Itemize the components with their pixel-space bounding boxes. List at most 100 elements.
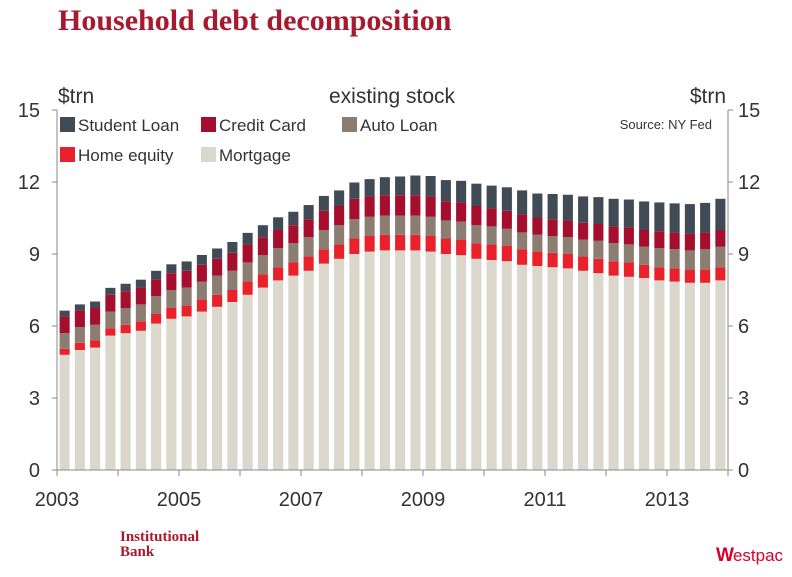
bar-mortgage-2013Q1 (669, 281, 680, 470)
bar-auto_loan-2004Q2 (135, 304, 146, 322)
bar-mortgage-2005Q4 (227, 302, 238, 470)
bar-student_loan-2004Q4 (166, 264, 177, 274)
bar-student_loan-2010Q2 (501, 187, 512, 211)
bar-student_loan-2003Q4 (105, 287, 116, 295)
bar-student_loan-2008Q2 (379, 177, 390, 196)
bar-credit_card-2004Q4 (166, 273, 177, 290)
bar-auto_loan-2007Q2 (318, 230, 329, 250)
bar-home_equity-2010Q3 (517, 249, 528, 265)
bar-mortgage-2008Q1 (364, 251, 375, 470)
bar-credit_card-2003Q2 (74, 310, 85, 328)
bar-home_equity-2003Q2 (74, 342, 85, 350)
bar-auto_loan-2010Q1 (486, 226, 497, 245)
bar-home_equity-2007Q2 (318, 249, 329, 264)
bar-credit_card-2006Q4 (288, 225, 299, 244)
bar-home_equity-2006Q3 (273, 267, 284, 281)
bar-home_equity-2005Q2 (196, 299, 207, 312)
bar-credit_card-2009Q2 (440, 201, 451, 221)
bar-credit_card-2008Q4 (410, 195, 421, 216)
bar-auto_loan-2009Q2 (440, 220, 451, 239)
bar-mortgage-2009Q3 (456, 255, 467, 470)
bar-mortgage-2004Q1 (120, 333, 131, 470)
bar-student_loan-2013Q1 (669, 203, 680, 233)
bar-mortgage-2013Q3 (700, 282, 711, 470)
bar-auto_loan-2006Q3 (273, 248, 284, 268)
bar-student_loan-2007Q3 (334, 190, 345, 206)
bar-credit_card-2012Q2 (623, 227, 634, 245)
bar-auto_loan-2008Q1 (364, 216, 375, 236)
y-axis-label-right: $trn (690, 85, 726, 108)
bar-student_loan-2005Q2 (196, 254, 207, 265)
bar-auto_loan-2013Q2 (684, 250, 695, 270)
bar-credit_card-2005Q4 (227, 252, 238, 271)
bar-student_loan-2008Q1 (364, 179, 375, 197)
bar-auto_loan-2009Q1 (425, 216, 436, 236)
bar-home_equity-2007Q4 (349, 238, 360, 254)
bar-credit_card-2010Q3 (517, 214, 528, 233)
x-tick-label: 2003 (35, 489, 80, 511)
bar-mortgage-2003Q2 (74, 350, 85, 470)
bar-credit_card-2005Q3 (212, 258, 223, 276)
bar-auto_loan-2010Q3 (517, 232, 528, 250)
bar-credit_card-2009Q3 (456, 202, 467, 222)
bar-mortgage-2012Q4 (654, 280, 665, 470)
bar-mortgage-2012Q2 (623, 276, 634, 470)
westpac-logo-text: estpac (732, 546, 784, 565)
bar-mortgage-2005Q3 (212, 306, 223, 470)
x-tick-label: 2013 (645, 489, 690, 511)
bar-student_loan-2007Q2 (318, 195, 329, 211)
source-note: Source: NY Fed (620, 117, 712, 132)
bar-credit_card-2005Q1 (181, 270, 192, 288)
bar-home_equity-2009Q3 (456, 239, 467, 256)
y-tick-label-right: 15 (738, 100, 760, 122)
bar-student_loan-2011Q1 (547, 194, 558, 220)
bar-student_loan-2011Q4 (593, 197, 604, 224)
bank-logo-line2: Bank (120, 544, 155, 560)
legend-label-mortgage: Mortgage (219, 146, 291, 165)
bar-mortgage-2006Q2 (257, 287, 268, 470)
bar-credit_card-2011Q3 (578, 222, 589, 240)
bar-auto_loan-2006Q4 (288, 243, 299, 263)
bar-mortgage-2011Q4 (593, 273, 604, 470)
bar-auto_loan-2012Q3 (639, 246, 650, 265)
bar-student_loan-2005Q4 (227, 242, 238, 253)
bar-auto_loan-2006Q2 (257, 255, 268, 275)
bar-mortgage-2005Q2 (196, 311, 207, 470)
legend-swatch-student_loan (60, 117, 75, 132)
bar-credit_card-2012Q3 (639, 230, 650, 247)
institutional-bank-logo: Institutional Bank (120, 530, 199, 560)
bar-home_equity-2008Q4 (410, 234, 421, 251)
bar-auto_loan-2004Q1 (120, 308, 131, 325)
bar-home_equity-2003Q3 (90, 340, 101, 348)
bar-home_equity-2012Q4 (654, 267, 665, 281)
bar-auto_loan-2008Q3 (395, 215, 406, 235)
bar-home_equity-2004Q4 (166, 308, 177, 319)
bar-mortgage-2003Q3 (90, 347, 101, 470)
bar-auto_loan-2005Q1 (181, 287, 192, 306)
bar-auto_loan-2007Q3 (334, 225, 345, 245)
bar-auto_loan-2013Q1 (669, 249, 680, 269)
legend-swatch-mortgage (201, 147, 216, 162)
bar-auto_loan-2005Q4 (227, 270, 238, 290)
bar-home_equity-2004Q1 (120, 324, 131, 334)
bar-credit_card-2013Q1 (669, 232, 680, 250)
bar-auto_loan-2011Q1 (547, 236, 558, 253)
bar-mortgage-2010Q1 (486, 260, 497, 470)
bar-credit_card-2005Q2 (196, 264, 207, 282)
bar-credit_card-2004Q1 (120, 291, 131, 308)
bar-auto_loan-2009Q3 (456, 221, 467, 240)
y-tick-label-left: 6 (29, 316, 40, 338)
bar-home_equity-2006Q2 (257, 274, 268, 288)
bar-credit_card-2008Q1 (364, 196, 375, 217)
bar-credit_card-2013Q4 (715, 230, 726, 247)
bar-mortgage-2003Q4 (105, 335, 116, 470)
bar-home_equity-2003Q1 (59, 348, 70, 355)
bar-mortgage-2007Q1 (303, 270, 314, 470)
bar-student_loan-2003Q2 (74, 304, 85, 311)
bar-home_equity-2013Q1 (669, 268, 680, 282)
bar-student_loan-2006Q4 (288, 211, 299, 226)
bar-mortgage-2006Q4 (288, 275, 299, 470)
y-tick-label-right: 9 (738, 244, 749, 266)
bar-credit_card-2009Q4 (471, 206, 482, 226)
bar-mortgage-2009Q4 (471, 258, 482, 470)
